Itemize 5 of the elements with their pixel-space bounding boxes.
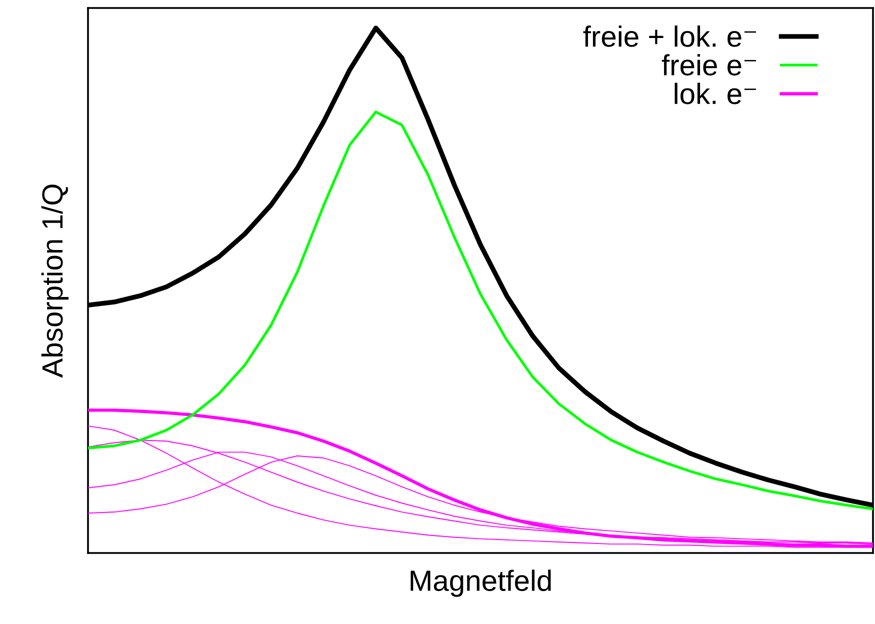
legend-label: lok. e⁻: [674, 82, 756, 104]
legend-label: freie e⁻: [662, 54, 756, 76]
x-axis-title: Magnetfeld: [410, 570, 551, 597]
legend-label: freie + lok. e⁻: [583, 26, 756, 47]
y-axis-title: Absorption 1/Q: [41, 184, 69, 378]
